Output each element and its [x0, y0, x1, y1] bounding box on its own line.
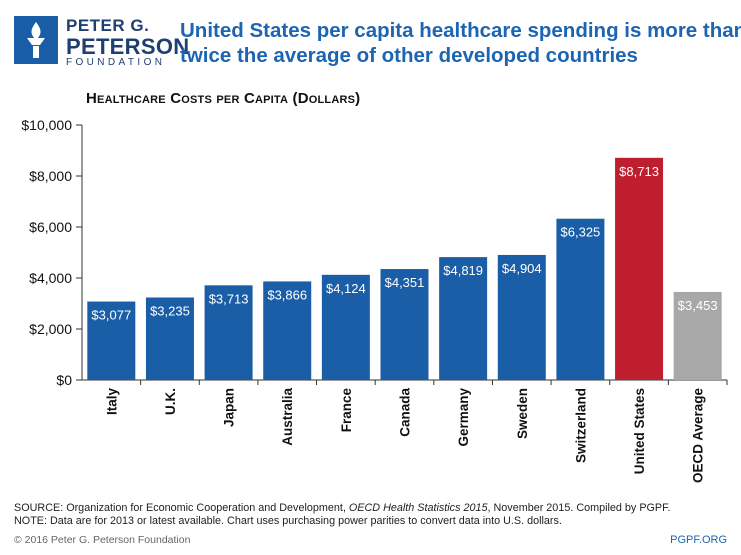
copyright: © 2016 Peter G. Peterson Foundation [14, 534, 191, 546]
site-link[interactable]: PGPF.ORG [670, 534, 727, 546]
y-tick-label: $8,000 [29, 168, 72, 184]
source-italic: OECD Health Statistics 2015 [348, 502, 488, 514]
bar-value-label: $3,866 [267, 287, 307, 302]
torch-icon [14, 16, 58, 64]
bar [673, 291, 722, 380]
bar [615, 157, 664, 380]
y-tick-label: $4,000 [29, 270, 72, 286]
note: NOTE: Data are for 2013 or latest availa… [14, 515, 562, 527]
category-label: Sweden [515, 388, 530, 439]
bar [497, 254, 546, 380]
bar-value-label: $3,713 [209, 291, 249, 306]
category-label: Italy [104, 388, 119, 416]
category-label: Canada [398, 388, 413, 437]
category-label: Japan [222, 388, 237, 427]
logo: PETER G. PETERSON FOUNDATION [14, 14, 189, 68]
bar [321, 274, 370, 380]
category-label: Germany [456, 388, 471, 447]
source-prefix: SOURCE: Organization for Economic Cooper… [14, 502, 349, 514]
bar-value-label: $3,077 [91, 308, 131, 323]
bar-value-label: $6,325 [561, 225, 601, 240]
footer: SOURCE: Organization for Economic Cooper… [14, 502, 729, 528]
logo-line3: FOUNDATION [66, 57, 166, 68]
y-tick-label: $0 [56, 372, 72, 388]
bar-value-label: $8,713 [619, 164, 659, 179]
bar-value-label: $4,819 [443, 263, 483, 278]
bar [87, 301, 136, 380]
bar-value-label: $3,235 [150, 304, 190, 319]
category-label: U.K. [163, 388, 178, 415]
bar-chart: $0 $2,000 $4,000 $6,000 $8,000 $10,000 $3,077 I… [21, 117, 728, 484]
bar-value-label: $3,453 [678, 298, 718, 313]
bar-value-label: $4,351 [385, 275, 425, 290]
bar-value-label: $4,904 [502, 261, 542, 276]
category-label: United States [632, 388, 647, 474]
category-label: France [339, 388, 354, 433]
y-tick-label: $6,000 [29, 219, 72, 235]
headline-line2: twice the average of other developed cou… [180, 44, 638, 67]
bar [263, 281, 312, 380]
y-tick-label: $10,000 [21, 117, 72, 133]
chart-title: Healthcare Costs per Capita (Dollars) [86, 90, 361, 107]
bar [380, 269, 429, 380]
y-tick-label: $2,000 [29, 321, 72, 337]
headline-line1: United States per capita healthcare spen… [180, 19, 741, 42]
bar-value-label: $4,124 [326, 281, 366, 296]
logo-line1: PETER G. [66, 16, 150, 35]
source-suffix: , November 2015. Compiled by PGPF. [487, 502, 671, 514]
bar [439, 257, 488, 380]
category-label: Australia [280, 388, 295, 446]
category-label: OECD Average [691, 388, 706, 484]
source-note: SOURCE: Organization for Economic Cooper… [14, 502, 729, 515]
bar [204, 285, 253, 380]
headline: United States per capita healthcare spen… [180, 18, 741, 68]
bar [556, 218, 605, 380]
category-label: Switzerland [573, 388, 588, 463]
logo-line2: PETERSON [66, 34, 190, 59]
bar [145, 297, 194, 380]
